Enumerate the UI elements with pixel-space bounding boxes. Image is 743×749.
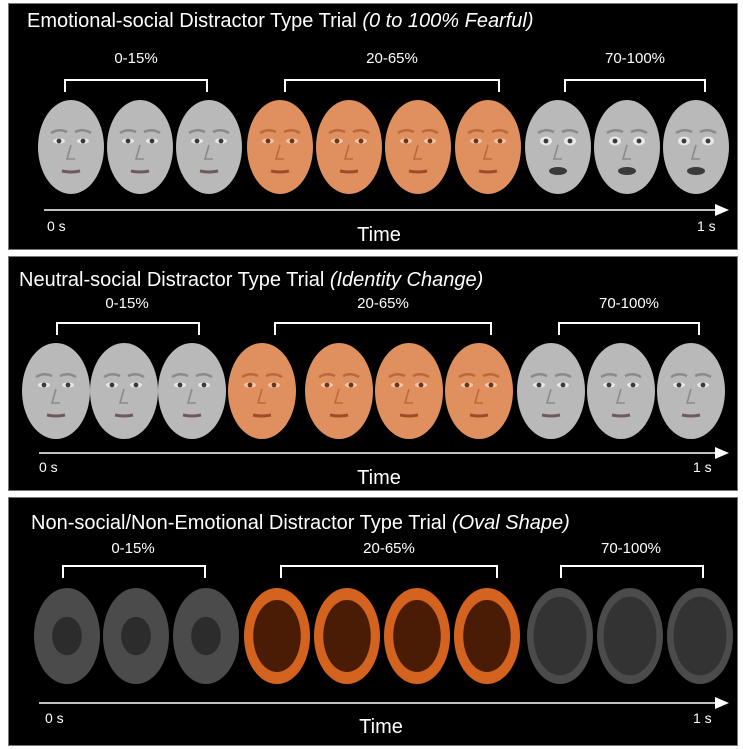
oval-stimulus: [103, 588, 169, 684]
face-stimulus: [228, 343, 296, 439]
time-axis-arrow: [39, 447, 729, 459]
bracket-0-15: [56, 322, 200, 335]
face-stimulus: [247, 100, 313, 194]
time-end-label: 1 s: [693, 710, 712, 726]
oval-stimulus: [384, 588, 450, 684]
time-start-label: 0 s: [39, 459, 58, 475]
brackets-layer: [56, 322, 700, 335]
title-text: Emotional-social Distractor Type Trial: [27, 10, 363, 32]
oval-stimulus: [667, 588, 733, 684]
face-stimulus: [445, 343, 513, 439]
face-stimulus: [587, 343, 655, 439]
title-text: Neutral-social Distractor Type Trial: [19, 269, 330, 291]
time-axis-label: Time: [357, 467, 401, 489]
panel-neutral-social: Neutral-social Distractor Type Trial (Id…: [8, 256, 738, 491]
time-start-label: 0 s: [47, 218, 66, 234]
face-stimulus: [663, 100, 729, 194]
panel-graphic: [22, 322, 729, 459]
group-label-20-65: 20-65%: [357, 295, 409, 312]
time-axis-label: Time: [357, 224, 401, 246]
brackets-layer: [62, 565, 704, 578]
panel-title: Emotional-social Distractor Type Trial (…: [27, 10, 534, 33]
group-label-70-100: 70-100%: [600, 540, 662, 557]
face-stimulus: [90, 343, 158, 439]
face-stimulus: [176, 100, 242, 194]
panel-emotional-social: Emotional-social Distractor Type Trial (…: [8, 3, 738, 250]
stimulus-sequence: [22, 343, 725, 439]
face-stimulus: [517, 343, 585, 439]
brackets-layer: [64, 79, 706, 92]
time-axis-arrow: [44, 204, 729, 216]
oval-stimulus: [34, 588, 100, 684]
face-stimulus: [158, 343, 226, 439]
time-end-label: 1 s: [693, 459, 712, 475]
face-stimulus: [375, 343, 443, 439]
bracket-0-15: [62, 565, 206, 578]
panel-non-social: Non-social/Non-Emotional Distractor Type…: [8, 497, 738, 746]
face-stimulus: [657, 343, 725, 439]
face-stimulus: [316, 100, 382, 194]
oval-stimulus: [314, 588, 380, 684]
oval-stimulus: [597, 588, 663, 684]
time-start-label: 0 s: [45, 710, 64, 726]
face-stimulus: [305, 343, 373, 439]
bracket-20-65: [274, 322, 492, 335]
title-italic-text: (Identity Change): [329, 269, 484, 291]
face-stimulus: [107, 100, 173, 194]
time-end-label: 1 s: [697, 218, 716, 234]
time-axis-arrow: [39, 697, 729, 709]
group-label-0-15: 0-15%: [105, 295, 149, 312]
face-stimulus: [525, 100, 591, 194]
face-stimulus: [38, 100, 104, 194]
face-stimulus: [385, 100, 451, 194]
panel-title: Neutral-social Distractor Type Trial (Id…: [19, 269, 483, 292]
group-label-0-15: 0-15%: [114, 50, 158, 67]
bracket-70-100: [560, 565, 704, 578]
stimulus-sequence: [34, 588, 733, 684]
group-label-70-100: 70-100%: [604, 50, 666, 67]
oval-stimulus: [244, 588, 310, 684]
group-label-20-65: 20-65%: [366, 50, 418, 67]
group-label-20-65: 20-65%: [363, 540, 415, 557]
face-stimulus: [455, 100, 521, 194]
panel-title: Non-social/Non-Emotional Distractor Type…: [31, 512, 570, 535]
oval-stimulus: [173, 588, 239, 684]
oval-stimulus: [454, 588, 520, 684]
panel-graphic: [38, 79, 729, 216]
panel-graphic: [34, 565, 733, 709]
bracket-70-100: [558, 322, 700, 335]
bracket-20-65: [284, 79, 500, 92]
bracket-20-65: [280, 565, 498, 578]
bracket-0-15: [64, 79, 208, 92]
title-text: Non-social/Non-Emotional Distractor Type…: [31, 512, 452, 534]
title-italic-text: (Oval Shape): [451, 512, 570, 534]
time-axis-label: Time: [359, 716, 403, 738]
face-stimulus: [22, 343, 90, 439]
title-italic-text: (0 to 100% Fearful): [362, 10, 534, 32]
group-label-0-15: 0-15%: [111, 540, 155, 557]
group-label-70-100: 70-100%: [598, 295, 660, 312]
stimulus-sequence: [38, 100, 729, 194]
bracket-70-100: [564, 79, 706, 92]
face-stimulus: [594, 100, 660, 194]
oval-stimulus: [527, 588, 593, 684]
